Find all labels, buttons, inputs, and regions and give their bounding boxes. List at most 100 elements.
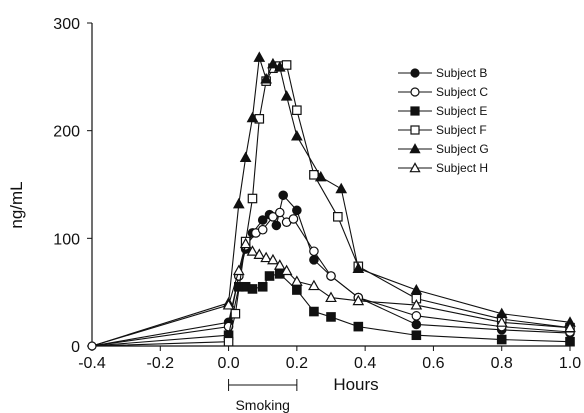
- series-line: [91, 211, 571, 347]
- data-point: [326, 271, 336, 281]
- data-point: [292, 205, 302, 216]
- smoking-annotation: [228, 379, 298, 391]
- data-point: [281, 60, 292, 70]
- data-point: [335, 182, 348, 194]
- legend-item: Subject G: [398, 142, 489, 156]
- series-line: [91, 57, 571, 347]
- data-point: [223, 336, 234, 347]
- data-point: [411, 319, 422, 330]
- data-point: [496, 334, 507, 345]
- data-point: [314, 170, 327, 182]
- series-subject-e: [91, 269, 575, 347]
- data-point: [267, 57, 279, 69]
- data-point: [232, 197, 245, 209]
- data-point: [291, 275, 303, 286]
- legend-item: Subject B: [398, 66, 487, 80]
- legend-marker: [409, 162, 421, 173]
- data-point: [309, 255, 319, 265]
- data-point: [309, 306, 319, 317]
- y-tick-label: 300: [53, 16, 80, 33]
- x-tick-label: 1.0: [559, 355, 581, 372]
- y-tick-label: 200: [53, 124, 80, 141]
- data-point: [230, 308, 241, 319]
- data-point: [239, 151, 252, 163]
- series-layer: [87, 51, 576, 351]
- data-point: [253, 51, 266, 62]
- data-point: [246, 111, 259, 123]
- legend-label: Subject H: [436, 161, 488, 175]
- data-point: [273, 259, 286, 270]
- x-tick-label: 0.4: [354, 355, 376, 372]
- legend-marker: [410, 87, 420, 97]
- data-point: [222, 299, 235, 310]
- data-point: [253, 248, 266, 259]
- data-point: [308, 279, 320, 291]
- data-point: [257, 215, 268, 225]
- data-point: [247, 193, 258, 204]
- legend-label: Subject G: [436, 142, 489, 156]
- data-point: [292, 105, 302, 116]
- axes: -0.4 -0.2 0.0 0.2 0.4 0.6 0.8 1.0 0 100 200 300: [53, 16, 581, 372]
- legend-marker: [409, 143, 421, 154]
- x-tick-label: -0.2: [146, 355, 174, 372]
- data-point: [239, 237, 252, 249]
- data-point: [309, 170, 319, 180]
- x-tick-label: 0.2: [286, 355, 308, 372]
- legend-item: Subject F: [398, 123, 487, 137]
- legend-marker: [410, 68, 420, 78]
- legend-label: Subject C: [436, 85, 488, 99]
- data-point: [292, 285, 302, 295]
- data-point: [280, 264, 293, 276]
- data-point: [288, 214, 299, 224]
- series-subject-g: [91, 51, 576, 347]
- data-point: [309, 246, 319, 257]
- series-subject-h: [91, 237, 576, 347]
- data-point: [247, 284, 258, 294]
- y-tick-label: 0: [71, 339, 80, 356]
- data-point: [268, 212, 278, 222]
- x-tick-label: -0.4: [78, 355, 106, 372]
- data-point: [232, 264, 245, 276]
- data-point: [291, 129, 303, 141]
- data-point: [274, 207, 285, 218]
- data-point: [278, 190, 288, 201]
- x-tick-label: 0.8: [491, 355, 513, 372]
- legend-marker: [410, 106, 420, 116]
- legend-item: Subject H: [398, 161, 488, 175]
- legend-label: Subject F: [436, 123, 487, 137]
- series-subject-f: [91, 60, 575, 347]
- legend-marker: [410, 125, 420, 135]
- data-point: [326, 312, 336, 322]
- data-point: [411, 311, 422, 321]
- smoking-label: Smoking: [235, 397, 289, 413]
- data-point: [267, 253, 279, 265]
- legend-label: Subject E: [436, 104, 487, 118]
- data-point: [352, 294, 365, 306]
- data-point: [257, 281, 268, 292]
- data-point: [325, 291, 337, 303]
- data-point: [273, 61, 286, 72]
- data-point: [246, 245, 259, 256]
- data-point: [271, 220, 282, 231]
- data-point: [352, 262, 365, 273]
- data-point: [264, 271, 275, 281]
- x-axis-title: Hours: [333, 375, 378, 394]
- series-line: [91, 64, 571, 347]
- origin-point: [87, 341, 97, 351]
- x-tick-label: 0.6: [422, 355, 444, 372]
- data-point: [565, 336, 575, 347]
- legend-label: Subject B: [436, 66, 487, 80]
- data-point: [260, 251, 272, 263]
- data-point: [564, 321, 576, 333]
- data-point: [260, 72, 272, 84]
- y-axis-title: ng/mL: [7, 181, 26, 228]
- data-point: [280, 90, 293, 101]
- data-point: [333, 212, 343, 222]
- data-point: [353, 321, 364, 332]
- data-point: [410, 283, 423, 295]
- data-point: [410, 299, 423, 310]
- legend-item: Subject C: [398, 85, 488, 99]
- legend-item: Subject E: [398, 104, 487, 118]
